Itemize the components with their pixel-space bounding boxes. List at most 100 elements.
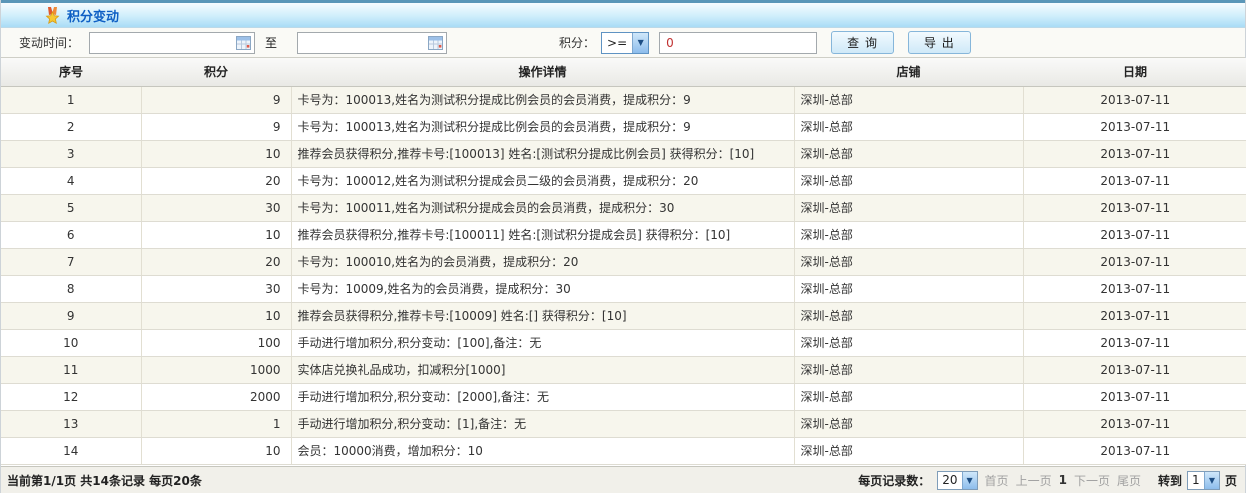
goto-page-group: 转到 1 ▼ 页	[1157, 470, 1237, 490]
store-cell: 深圳-总部	[794, 113, 1024, 141]
date-cell: 2013-07-11	[1023, 221, 1246, 249]
store-cell: 深圳-总部	[794, 356, 1024, 384]
date-cell: 2013-07-11	[1023, 356, 1246, 384]
column-header-points: 积分	[141, 58, 291, 87]
prev-page-link[interactable]: 上一页	[1015, 473, 1052, 488]
store-cell: 深圳-总部	[794, 275, 1024, 303]
date-from-input[interactable]	[89, 31, 256, 54]
store-cell: 深圳-总部	[794, 302, 1024, 330]
points-cell: 100	[141, 329, 292, 357]
table-row: 12 2000 手动进行增加积分,积分变动：[2000],备注：无 深圳-总部 2013…	[1, 383, 1246, 411]
row-index-cell: 13	[1, 410, 142, 438]
detail-cell: 卡号为：100012,姓名为测试积分提成会员二级的会员消费，提成积分：20	[291, 167, 795, 195]
row-index-cell: 2	[1, 113, 142, 141]
table-row: 10 100 手动进行增加积分,积分变动：[100],备注：无 深圳-总部 2013-0…	[1, 329, 1246, 357]
row-index-cell: 6	[1, 221, 142, 249]
points-table-zone: 序号 积分 操作详情 店铺 日期 1 9 卡号为：100013,姓名为测试积分提成比…	[1, 58, 1246, 466]
date-cell: 2013-07-11	[1023, 410, 1246, 438]
pager-controls: 每页记录数： 20 ▼ 首页 上一页 1 下一页 尾页 转到 1 ▼ 页	[858, 470, 1237, 490]
table-row: 13 1 手动进行增加积分,积分变动：[1],备注：无 深圳-总部 2013-07-11	[1, 410, 1246, 438]
points-cell: 10	[141, 140, 292, 168]
row-index-cell: 4	[1, 167, 142, 195]
points-cell: 10	[141, 437, 292, 465]
points-cell: 9	[141, 113, 292, 141]
table-row: 8 30 卡号为：10009,姓名为的会员消费，提成积分：30 深圳-总部 2013-0…	[1, 275, 1246, 303]
calendar-icon[interactable]	[428, 35, 444, 50]
date-from-wrap	[89, 31, 256, 54]
table-row: 4 20 卡号为：100012,姓名为测试积分提成会员二级的会员消费，提成积分：20…	[1, 167, 1246, 195]
page-size-select[interactable]: 20 ▼	[937, 470, 978, 490]
first-page-link[interactable]: 首页	[984, 473, 1009, 488]
date-to-wrap	[297, 31, 448, 54]
detail-cell: 推荐会员获得积分,推荐卡号:[100013] 姓名:[测试积分提成比例会员] 获…	[291, 140, 795, 168]
table-row: 11 1000 实体店兑换礼品成功，扣减积分[1000] 深圳-总部 2013-07-1…	[1, 356, 1246, 384]
points-cell: 30	[141, 275, 292, 303]
change-time-label: 变动时间：	[19, 36, 80, 50]
title-bar: 积分变动	[1, 3, 1245, 28]
points-cell: 9	[141, 86, 292, 114]
page-size-value: 20	[942, 473, 958, 487]
points-cell: 20	[141, 248, 292, 276]
store-cell: 深圳-总部	[794, 167, 1024, 195]
page-size-label: 每页记录数：	[858, 473, 931, 488]
detail-cell: 卡号为：100013,姓名为测试积分提成比例会员的会员消费，提成积分：9	[291, 113, 795, 141]
row-index-cell: 7	[1, 248, 142, 276]
points-cell: 20	[141, 167, 292, 195]
points-table: 序号 积分 操作详情 店铺 日期 1 9 卡号为：100013,姓名为测试积分提成比…	[1, 58, 1246, 465]
store-cell: 深圳-总部	[794, 383, 1024, 411]
date-cell: 2013-07-11	[1023, 167, 1246, 195]
detail-cell: 手动进行增加积分,积分变动：[100],备注：无	[291, 329, 795, 357]
store-cell: 深圳-总部	[794, 437, 1024, 465]
date-cell: 2013-07-11	[1023, 113, 1246, 141]
export-button[interactable]: 导 出	[907, 31, 971, 54]
store-cell: 深圳-总部	[794, 410, 1024, 438]
chevron-down-icon: ▼	[1203, 471, 1219, 489]
table-row: 2 9 卡号为：100013,姓名为测试积分提成比例会员的会员消费，提成积分：9 深圳…	[1, 113, 1246, 141]
detail-cell: 实体店兑换礼品成功，扣减积分[1000]	[291, 356, 795, 384]
points-cell: 10	[141, 302, 292, 330]
table-row: 6 10 推荐会员获得积分,推荐卡号:[100011] 姓名:[测试积分提成会员] …	[1, 221, 1246, 249]
row-index-cell: 12	[1, 383, 142, 411]
goto-page-select[interactable]: 1 ▼	[1186, 470, 1220, 490]
detail-cell: 卡号为：100011,姓名为测试积分提成会员的会员消费，提成积分：30	[291, 194, 795, 222]
chevron-down-icon: ▼	[961, 471, 977, 489]
store-cell: 深圳-总部	[794, 329, 1024, 357]
detail-cell: 手动进行增加积分,积分变动：[2000],备注：无	[291, 383, 795, 411]
goto-page-value: 1	[1191, 473, 1200, 487]
column-header-detail: 操作详情	[291, 58, 794, 87]
points-cell: 30	[141, 194, 292, 222]
medal-icon	[45, 6, 60, 24]
date-to-input[interactable]	[297, 31, 448, 54]
page-suffix-label: 页	[1224, 473, 1237, 488]
store-cell: 深圳-总部	[794, 86, 1024, 114]
date-cell: 2013-07-11	[1023, 275, 1246, 303]
calendar-icon[interactable]	[236, 35, 252, 50]
next-page-link[interactable]: 下一页	[1073, 473, 1110, 488]
goto-label: 转到	[1157, 473, 1182, 488]
detail-cell: 会员：10000消费，增加积分：10	[291, 437, 795, 465]
date-cell: 2013-07-11	[1023, 248, 1246, 276]
points-operator-select[interactable]: >= ▼	[601, 31, 650, 54]
store-cell: 深圳-总部	[794, 140, 1024, 168]
table-body: 1 9 卡号为：100013,姓名为测试积分提成比例会员的会员消费，提成积分：9 深圳…	[1, 86, 1246, 465]
column-header-date: 日期	[1023, 58, 1246, 87]
pagination-footer: 当前第1/1页 共14条记录 每页20条 每页记录数： 20 ▼ 首页 上一页 …	[1, 466, 1245, 493]
store-cell: 深圳-总部	[794, 248, 1024, 276]
row-index-cell: 5	[1, 194, 142, 222]
points-label: 积分：	[559, 36, 596, 50]
detail-cell: 手动进行增加积分,积分变动：[1],备注：无	[291, 410, 795, 438]
date-cell: 2013-07-11	[1023, 302, 1246, 330]
row-index-cell: 11	[1, 356, 142, 384]
query-button[interactable]: 查 询	[831, 31, 894, 54]
detail-cell: 卡号为：100010,姓名为的会员消费，提成积分：20	[291, 248, 795, 276]
table-row: 1 9 卡号为：100013,姓名为测试积分提成比例会员的会员消费，提成积分：9 深圳…	[1, 86, 1246, 114]
row-index-cell: 9	[1, 302, 142, 330]
table-row: 14 10 会员：10000消费，增加积分：10 深圳-总部 2013-07-11	[1, 437, 1246, 465]
store-cell: 深圳-总部	[794, 221, 1024, 249]
filter-bar: 变动时间： 至 积分：	[1, 28, 1245, 58]
row-index-cell: 3	[1, 140, 142, 168]
points-value-input[interactable]	[659, 31, 818, 54]
column-header-store: 店铺	[794, 58, 1023, 87]
last-page-link[interactable]: 尾页	[1116, 473, 1141, 488]
